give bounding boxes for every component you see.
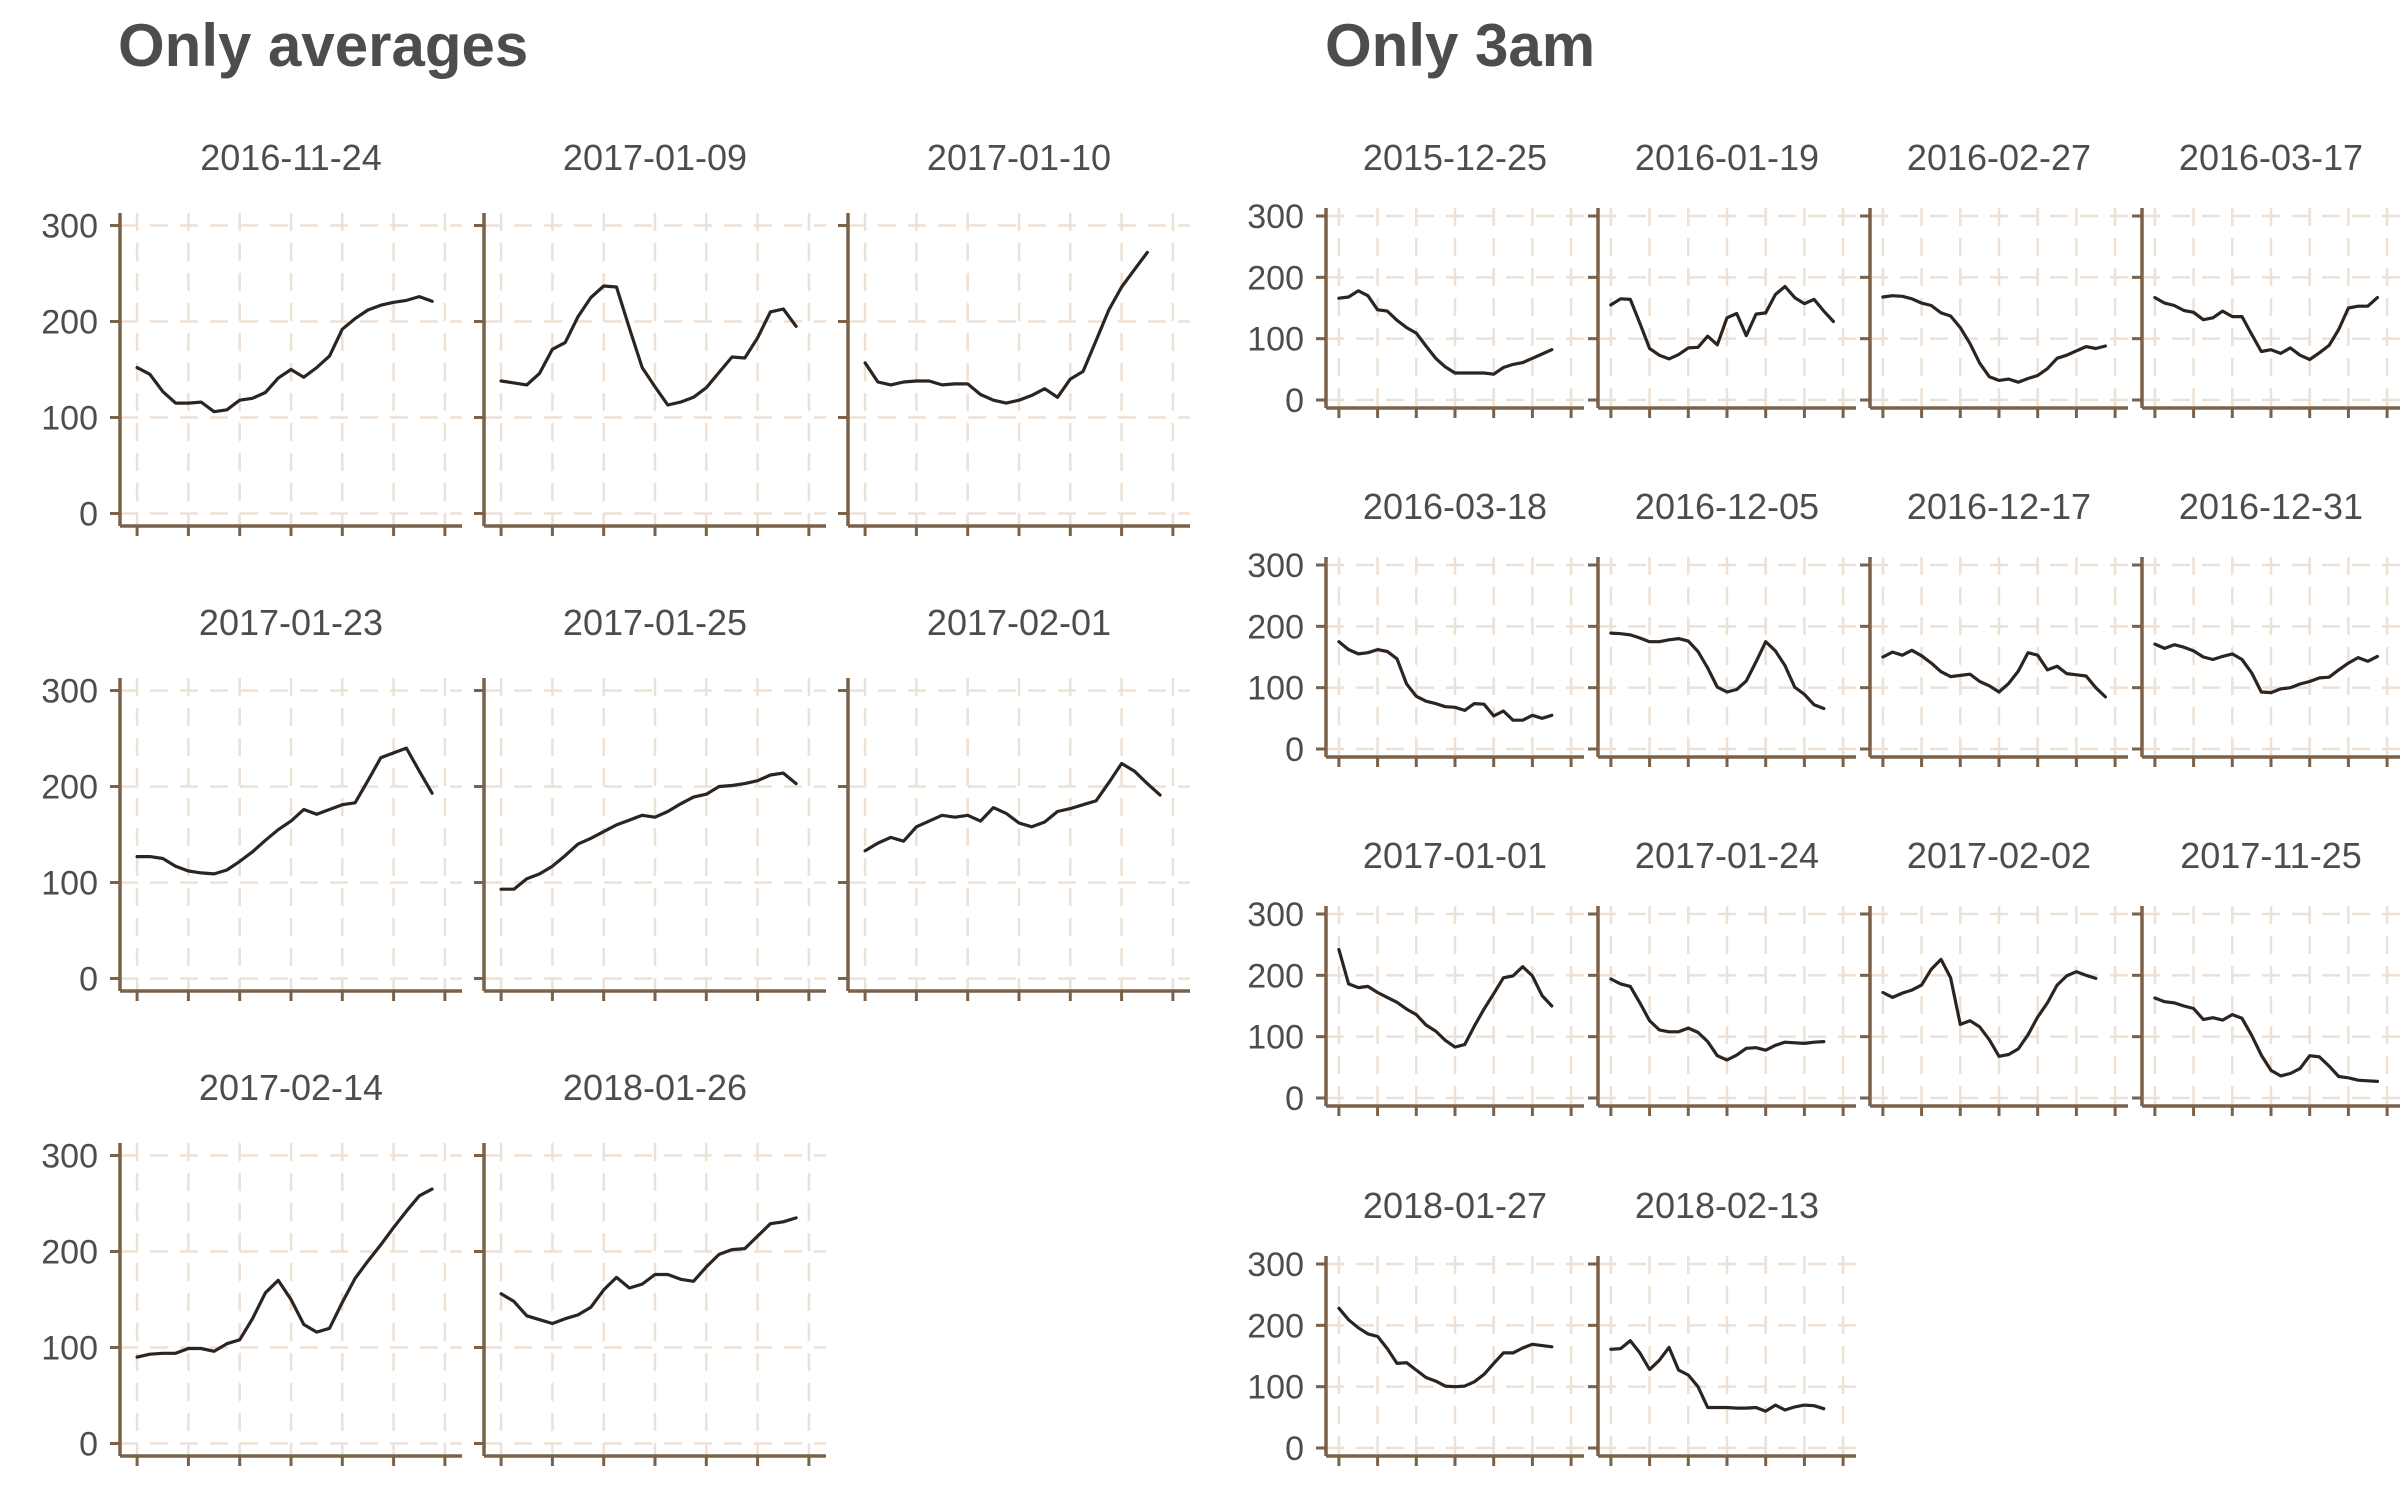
y-tick-label: 200 (41, 304, 98, 342)
y-tick-label: 100 (41, 399, 98, 437)
y-tick-label: 200 (1247, 1307, 1304, 1345)
y-tick-label: 0 (1285, 1080, 1304, 1118)
facet-strip-label: 2017-02-02 (1907, 835, 2091, 876)
series-line (1609, 977, 1826, 1062)
facet-strip-label: 2017-01-23 (199, 602, 383, 643)
facet-strip-label: 2016-03-18 (1363, 486, 1547, 527)
facet-panel: 2017-01-10 (838, 137, 1190, 536)
series-line (863, 761, 1162, 853)
facet-panel: 2016-03-18 0 100 200 300 (1247, 486, 1584, 769)
y-tick-label: 200 (41, 769, 98, 807)
facet-panel: 2017-01-24 (1588, 835, 1856, 1116)
y-tick-label: 300 (41, 1138, 98, 1176)
series-line (1337, 289, 1554, 376)
facet-strip-label: 2017-01-24 (1635, 835, 1819, 876)
facet-strip-label: 2017-01-10 (927, 137, 1111, 178)
series-line (2153, 296, 2379, 362)
facet-strip-label: 2016-01-19 (1635, 137, 1819, 178)
facet-panel: 2018-01-27 0 100 200 300 (1247, 1185, 1584, 1468)
y-tick-label: 300 (1247, 198, 1304, 236)
y-tick-label: 300 (1247, 547, 1304, 585)
facet-strip-label: 2017-01-09 (563, 137, 747, 178)
facet-strip-label: 2017-11-25 (2180, 835, 2361, 876)
y-tick-label: 200 (41, 1234, 98, 1272)
series-line (1881, 648, 2107, 699)
facet-panel: 2017-01-23 0 100 200 300 (41, 602, 462, 1001)
y-tick-label: 100 (41, 864, 98, 902)
y-tick-label: 0 (79, 495, 98, 533)
series-line (1881, 294, 2107, 384)
y-tick-label: 0 (1285, 1430, 1304, 1468)
facet-strip-label: 2016-11-24 (200, 137, 381, 178)
y-tick-label: 100 (41, 1329, 98, 1367)
series-line (499, 771, 798, 891)
facet-strip-label: 2016-02-27 (1907, 137, 2091, 178)
facet-panel: 2016-01-19 (1588, 137, 1856, 418)
y-tick-label: 200 (1247, 259, 1304, 297)
facet-panel: 2017-02-02 (1860, 835, 2128, 1116)
y-tick-label: 300 (41, 208, 98, 246)
y-tick-label: 100 (1247, 1019, 1304, 1057)
y-tick-label: 300 (1247, 1246, 1304, 1284)
facet-panel: 2017-01-01 0 100 200 300 (1247, 835, 1584, 1118)
facet-panel: 2017-02-14 0 100 200 300 (41, 1067, 462, 1466)
series-line (2153, 996, 2379, 1083)
y-tick-label: 200 (1247, 957, 1304, 995)
y-tick-label: 100 (1247, 321, 1304, 359)
facet-strip-label: 2018-02-13 (1635, 1185, 1819, 1226)
series-line (1609, 284, 1835, 361)
facet-panel: 2016-12-17 (1860, 486, 2128, 767)
facet-panels: 2016-11-24 0 100 200 300 2017-01-09 2017-01-10… (41, 137, 2400, 1468)
facet-panel: 2015-12-25 0 100 200 300 (1247, 137, 1584, 420)
facet-panel: 2016-03-17 (2132, 137, 2400, 418)
facet-strip-label: 2016-12-17 (1907, 486, 2091, 527)
y-tick-label: 0 (1285, 382, 1304, 420)
facet-panel: 2016-12-31 (2132, 486, 2400, 767)
y-tick-label: 0 (1285, 731, 1304, 769)
y-tick-label: 300 (41, 673, 98, 711)
y-tick-label: 200 (1247, 608, 1304, 646)
facet-panel: 2016-11-24 0 100 200 300 (41, 137, 462, 536)
series-line (135, 1187, 434, 1359)
facet-panel: 2017-02-01 (838, 602, 1190, 1001)
series-line (1337, 1306, 1554, 1389)
facet-strip-label: 2017-02-01 (927, 602, 1111, 643)
facet-strip-label: 2017-01-01 (1363, 835, 1547, 876)
series-line (1337, 640, 1554, 722)
facet-strip-label: 2018-01-27 (1363, 1185, 1547, 1226)
facet-strip-label: 2018-01-26 (563, 1067, 747, 1108)
series-line (1609, 1339, 1826, 1413)
series-line (1609, 631, 1826, 711)
series-line (863, 250, 1149, 405)
y-tick-label: 100 (1247, 670, 1304, 708)
facet-panel: 2016-12-05 (1588, 486, 1856, 767)
facet-panel: 2017-01-09 (474, 137, 826, 536)
y-tick-label: 0 (79, 960, 98, 998)
series-line (1337, 948, 1554, 1049)
group-title-3am: Only 3am (1325, 12, 1595, 79)
facet-strip-label: 2016-12-05 (1635, 486, 1819, 527)
facet-panel: 2017-01-25 (474, 602, 826, 1001)
series-line (135, 746, 434, 876)
series-line (2153, 642, 2379, 695)
facet-panel: 2017-11-25 (2132, 835, 2400, 1116)
series-line (499, 1216, 798, 1326)
facet-panel: 2016-02-27 (1860, 137, 2128, 418)
y-tick-label: 100 (1247, 1369, 1304, 1407)
facet-panel: 2018-02-13 (1588, 1185, 1856, 1466)
y-tick-label: 0 (79, 1425, 98, 1463)
facet-panel: 2018-01-26 (474, 1067, 826, 1466)
series-line (499, 284, 798, 407)
facet-strip-label: 2017-02-14 (199, 1067, 383, 1108)
group-title-averages: Only averages (118, 12, 528, 79)
y-tick-label: 300 (1247, 896, 1304, 934)
series-line (135, 295, 434, 414)
facet-strip-label: 2016-12-31 (2179, 486, 2363, 527)
series-line (1881, 957, 2098, 1058)
facet-strip-label: 2017-01-25 (563, 602, 747, 643)
facet-strip-label: 2016-03-17 (2179, 137, 2363, 178)
facet-strip-label: 2015-12-25 (1363, 137, 1547, 178)
